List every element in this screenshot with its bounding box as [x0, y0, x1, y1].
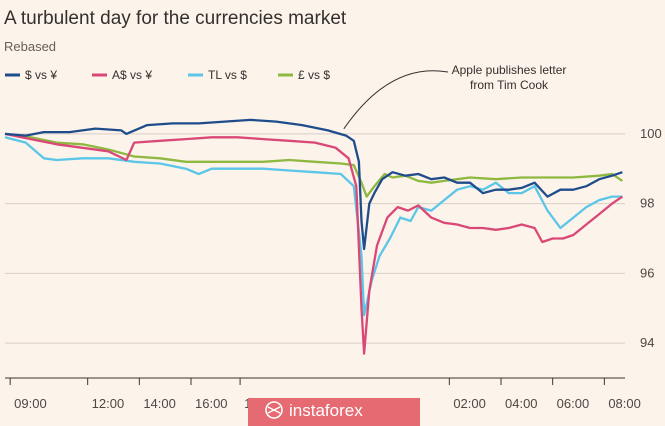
- x-tick-label: 09:00: [14, 396, 47, 411]
- legend: $ vs ¥ A$ vs ¥ TL vs $ £ vs $: [5, 68, 330, 82]
- gridlines: [5, 133, 625, 344]
- x-tick-label: 16:00: [195, 396, 228, 411]
- series-lines: [4, 118, 624, 355]
- series-line-0: [4, 118, 623, 251]
- x-tick-label: 02:00: [453, 396, 486, 411]
- x-tick-label: 06:00: [557, 396, 590, 411]
- x-tick-label: 04:00: [505, 396, 538, 411]
- watermark: instaforex: [248, 398, 420, 426]
- chart-subtitle: Rebased: [4, 39, 56, 54]
- annotation-text: from Tim Cook: [470, 78, 549, 92]
- watermark-text: instaforex: [289, 401, 363, 420]
- series-line-2: [4, 136, 623, 317]
- legend-label: A$ vs ¥: [112, 68, 152, 82]
- x-tick-label: 14:00: [143, 396, 176, 411]
- series-line-3: [4, 132, 624, 198]
- legend-label: $ vs ¥: [25, 68, 57, 82]
- y-tick-label: 98: [640, 196, 654, 211]
- chart-title: A turbulent day for the currencies marke…: [4, 8, 347, 29]
- legend-label: £ vs $: [298, 68, 330, 82]
- annotation-text: Apple publishes letter: [452, 63, 567, 77]
- y-tick-label: 94: [640, 335, 654, 350]
- y-tick-label: 96: [640, 265, 654, 280]
- series-line-1: [4, 132, 624, 355]
- legend-label: TL vs $: [208, 68, 247, 82]
- annotation-leader: [343, 70, 449, 130]
- watermark-logo-icon: [265, 401, 283, 419]
- x-axis: 09:0012:0014:0016:0018:02:0004:0006:0008…: [5, 377, 641, 411]
- y-tick-label: 100: [640, 126, 662, 141]
- x-tick-label: 08:00: [608, 396, 641, 411]
- x-tick-label: 12:00: [92, 396, 125, 411]
- y-axis: 100 98 96 94: [640, 126, 662, 350]
